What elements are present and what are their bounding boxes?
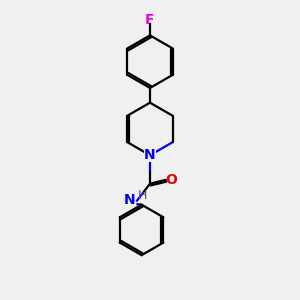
Text: H: H xyxy=(137,189,147,202)
Text: O: O xyxy=(165,173,177,187)
Text: F: F xyxy=(145,13,155,27)
Text: N: N xyxy=(144,148,156,162)
Text: N: N xyxy=(124,194,135,208)
